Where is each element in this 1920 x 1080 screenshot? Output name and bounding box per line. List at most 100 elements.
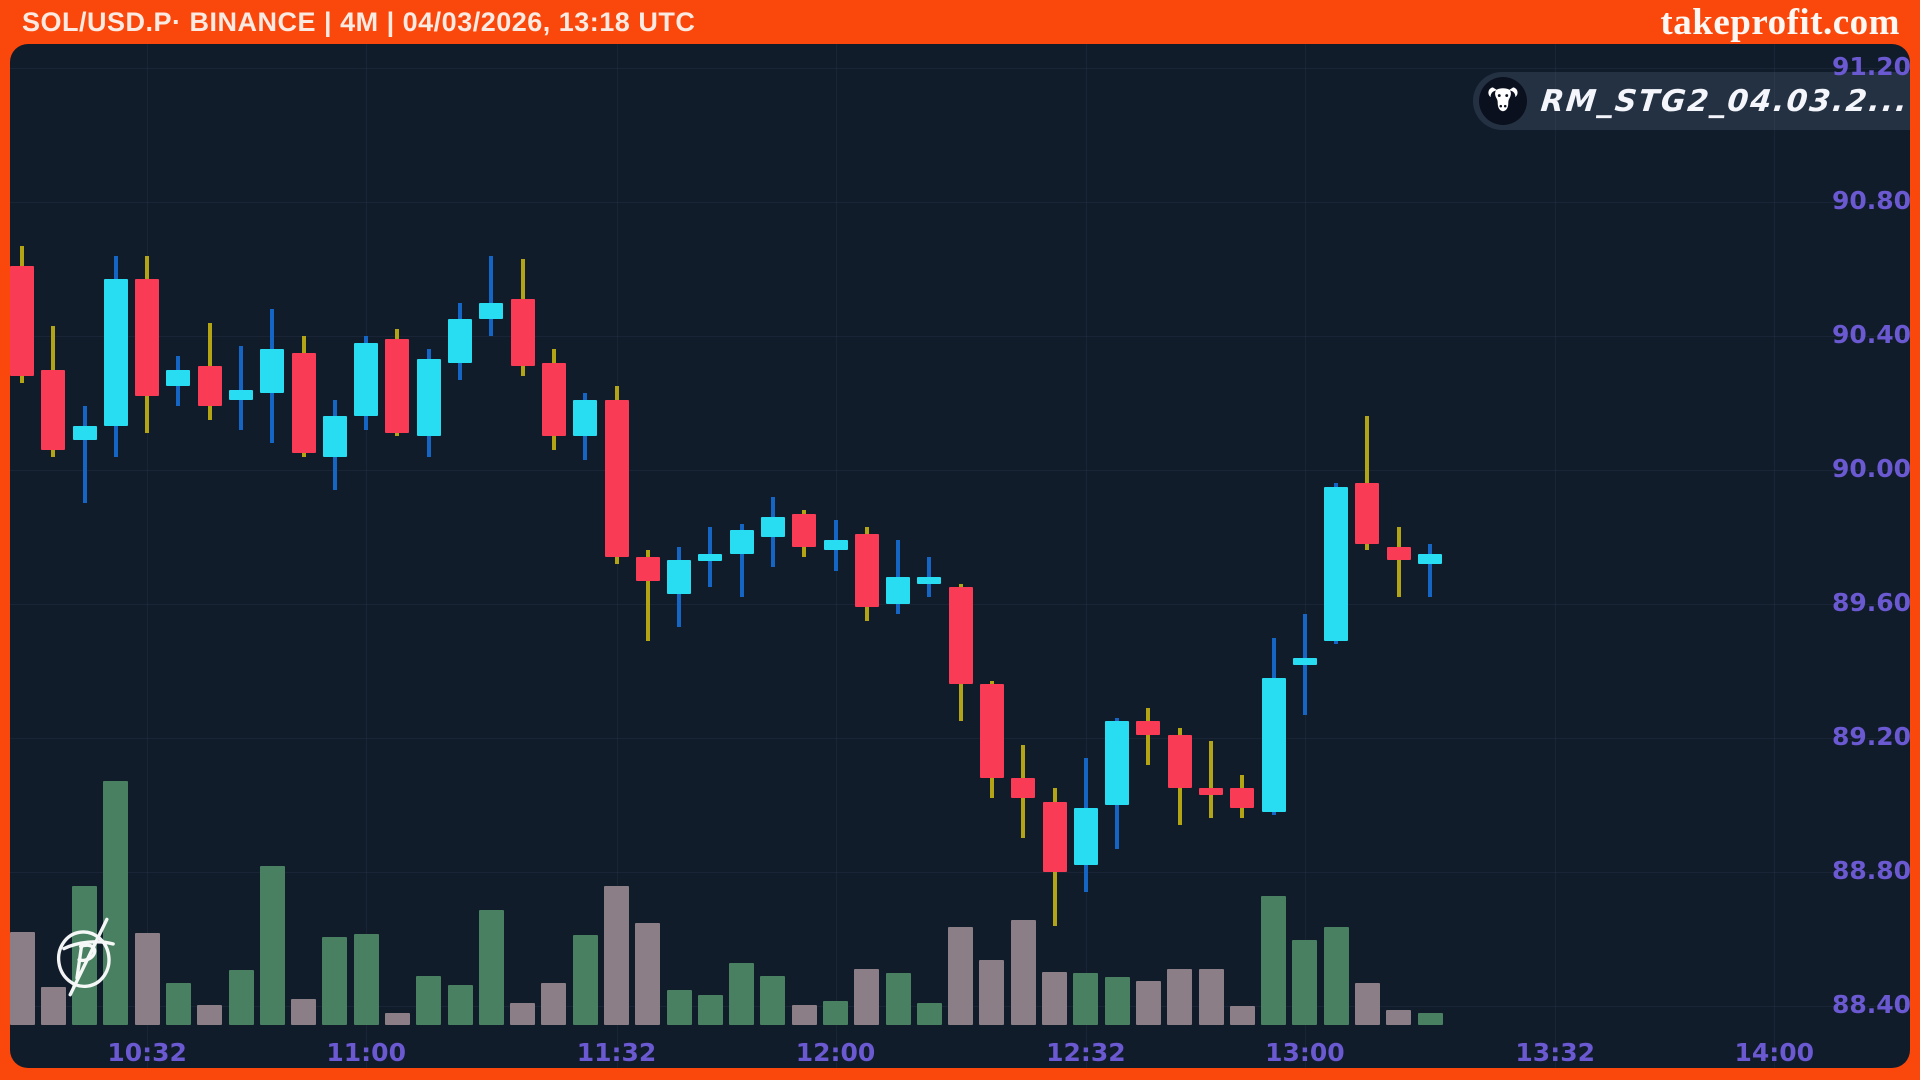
candlestick-chart-surface[interactable]: 91.20 90.80 90.40 90.00 89.60 89.20 88.80 88.40… — [10, 44, 1910, 1068]
candle-body — [729, 530, 754, 554]
price-axis-label: 88.80 — [1832, 856, 1910, 885]
price-axis-label: 91.20 — [1832, 52, 1910, 81]
time-axis-label: 11:00 — [326, 1038, 406, 1067]
strategy-badge[interactable]: RM_STG2_04.03.2... — [1473, 72, 1910, 130]
candle-body — [1324, 486, 1349, 641]
candle-body — [1042, 801, 1067, 872]
time-axis[interactable] — [10, 1026, 1910, 1068]
candle-body — [448, 319, 473, 363]
volume-bar — [259, 866, 285, 1025]
time-gridline — [1555, 44, 1557, 1068]
candle-body — [760, 516, 785, 537]
price-gridline — [10, 872, 1910, 873]
candle-body — [354, 342, 379, 417]
candle-body — [698, 553, 723, 561]
volume-bar — [823, 1001, 849, 1025]
volume-bar — [10, 932, 35, 1025]
volume-bar — [604, 886, 629, 1025]
candle-body — [72, 426, 97, 440]
time-axis-label: 14:00 — [1734, 1038, 1815, 1067]
volume-bar — [1073, 973, 1099, 1025]
candle-body — [541, 362, 566, 437]
candle-body — [1167, 734, 1192, 789]
volume-bar — [291, 999, 317, 1025]
candle-wick — [239, 346, 244, 430]
volume-bar — [447, 985, 473, 1025]
time-gridline — [366, 44, 368, 1068]
candle-body — [10, 265, 34, 377]
candle-body — [573, 399, 598, 437]
price-gridline — [10, 336, 1910, 337]
candle-body — [792, 513, 817, 548]
candle-body — [917, 577, 942, 585]
price-axis-label: 90.80 — [1832, 186, 1910, 215]
candle-body — [135, 279, 160, 397]
candle-body — [854, 533, 879, 608]
volume-bar — [760, 976, 786, 1025]
time-axis-label: 10:32 — [107, 1038, 187, 1067]
candle-body — [291, 352, 316, 454]
candle-body — [1292, 657, 1317, 665]
volume-bar — [572, 935, 598, 1025]
candle-body — [479, 302, 504, 320]
volume-bar — [103, 781, 129, 1025]
candle-body — [667, 560, 692, 594]
candle-body — [886, 577, 911, 604]
candle-body — [322, 416, 347, 457]
candle-body — [229, 389, 254, 400]
candle-body — [385, 339, 410, 434]
volume-bar — [729, 963, 755, 1025]
price-axis-label: 90.40 — [1832, 320, 1910, 349]
candle-body — [635, 557, 660, 581]
time-gridline — [147, 44, 149, 1068]
candle-body — [1386, 547, 1411, 561]
volume-bar — [1417, 1013, 1443, 1025]
price-axis-label: 88.40 — [1832, 990, 1910, 1019]
volume-bar — [697, 995, 723, 1025]
volume-bar — [384, 1013, 410, 1025]
price-gridline — [10, 470, 1910, 471]
time-axis-label: 12:32 — [1046, 1038, 1126, 1067]
price-gridline — [10, 68, 1910, 69]
candle-body — [1418, 553, 1443, 564]
volume-bar — [1010, 920, 1036, 1025]
price-axis-label: 90.00 — [1832, 454, 1910, 483]
volume-bar — [165, 983, 191, 1025]
time-gridline — [1304, 44, 1306, 1068]
volume-bar — [1135, 981, 1161, 1025]
volume-bar — [478, 910, 504, 1025]
takeprofit-watermark-logo — [46, 912, 130, 1005]
volume-bar — [1354, 983, 1380, 1025]
candle-body — [1136, 721, 1161, 735]
price-axis-label: 89.20 — [1832, 722, 1910, 751]
volume-bar — [416, 976, 442, 1025]
candle-body — [1073, 808, 1098, 866]
volume-bar — [791, 1005, 817, 1025]
volume-bar — [1386, 1010, 1412, 1025]
time-axis-label: 13:00 — [1265, 1038, 1345, 1067]
candle-body — [948, 587, 973, 685]
chart-title: SOL/USD.P· BINANCE | 4M | 04/03/2026, 13… — [22, 6, 696, 37]
volume-bar — [40, 987, 66, 1025]
candle-body — [103, 279, 128, 427]
volume-bar — [510, 1003, 536, 1025]
candle-body — [260, 349, 285, 393]
candle-body — [166, 369, 191, 387]
candle-body — [197, 366, 222, 407]
price-axis[interactable] — [1805, 44, 1910, 984]
candle-wick — [739, 523, 744, 598]
volume-bar — [1323, 927, 1349, 1025]
candle-wick — [645, 550, 650, 641]
volume-bar — [1261, 896, 1287, 1025]
volume-bar — [1104, 977, 1130, 1025]
candle-body — [1261, 677, 1286, 812]
candle-body — [1230, 788, 1255, 809]
volume-bar — [353, 934, 379, 1025]
volume-bar — [948, 927, 974, 1025]
volume-bar — [1167, 969, 1193, 1025]
candle-body — [510, 299, 535, 367]
candle-body — [823, 540, 848, 551]
time-axis-label: 12:00 — [795, 1038, 876, 1067]
candle-wick — [1428, 543, 1433, 598]
price-gridline — [10, 738, 1910, 739]
